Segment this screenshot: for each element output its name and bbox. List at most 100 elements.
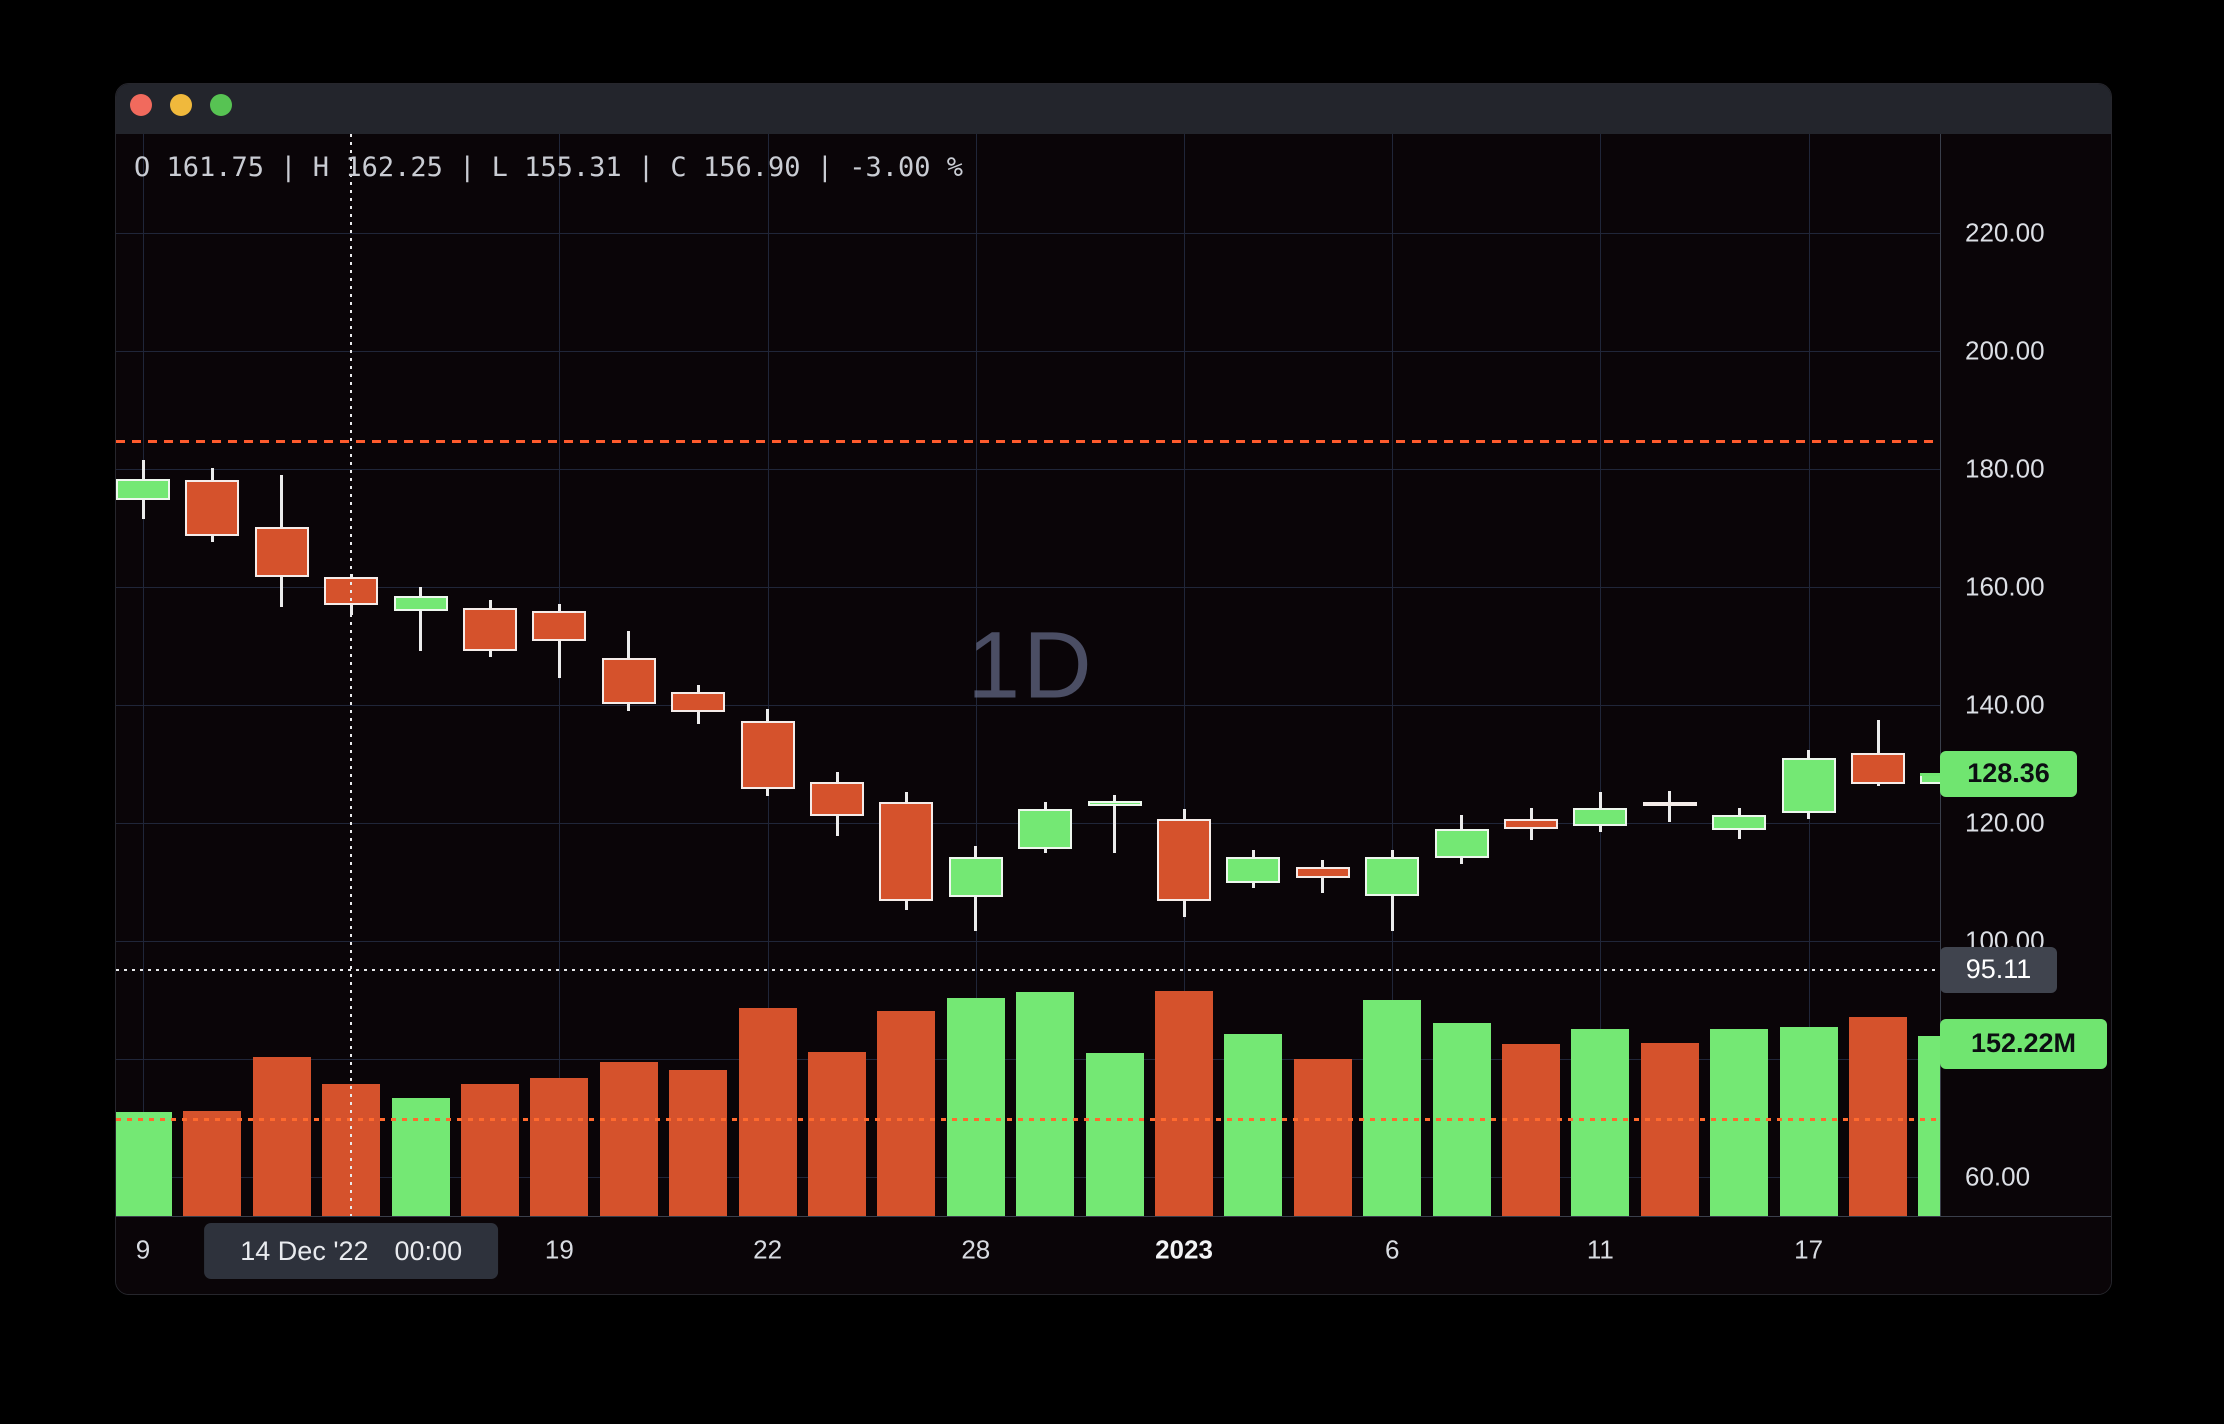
price-axis-label: 120.00 [1965, 807, 2045, 838]
gridline-horizontal [116, 351, 1940, 352]
time-axis-label: 22 [753, 1234, 783, 1265]
price-axis[interactable]: 220.00 200.00 180.00 160.00 140.00 120.00 100.… [1940, 134, 2111, 1216]
gridline-vertical [975, 134, 977, 1216]
chart-app-window: O 161.75 | H 162.25 | L 155.31 | C 156.9… [115, 83, 2112, 1295]
interval-watermark: 1D [967, 612, 1095, 719]
candle-up [1226, 857, 1281, 883]
price-axis-label: 220.00 [1965, 217, 2045, 248]
candle-down [1157, 818, 1211, 902]
time-axis[interactable]: 9 19 22 28 2023 6 11 17 14 Dec '22 00:00 [116, 1216, 2111, 1294]
time-axis-label: 17 [1794, 1234, 1824, 1265]
volume-bar [877, 1011, 936, 1216]
candle-down [1851, 752, 1905, 785]
volume-bar [738, 1007, 797, 1216]
crosshair-price-badge: 95.11 [1940, 946, 2057, 993]
volume-value-badge: 152.22M [1940, 1018, 2107, 1069]
volume-bar [1640, 1043, 1699, 1216]
time-axis-label: 28 [961, 1234, 991, 1265]
candle-up [1712, 814, 1767, 831]
candle-down [879, 801, 934, 902]
candle-down [810, 781, 864, 816]
volume-bar [1849, 1017, 1907, 1216]
volume-bar [1224, 1033, 1283, 1216]
alert-price-line[interactable] [116, 440, 1940, 444]
volume-bar [946, 998, 1005, 1216]
price-axis-label: 200.00 [1965, 335, 2045, 366]
candle-wick [419, 587, 423, 652]
volume-bar [116, 1111, 172, 1216]
volume-bar [391, 1097, 450, 1216]
volume-bar [1918, 1035, 1940, 1216]
crosshair-date-label: 14 Dec '22 [240, 1235, 369, 1266]
volume-bar [599, 1062, 658, 1216]
chart-plot-area[interactable]: 1D [116, 134, 1940, 1216]
volume-bar [1293, 1058, 1352, 1216]
time-axis-label: 2023 [1155, 1234, 1213, 1265]
gridline-vertical [1184, 134, 1185, 1216]
volume-bar [183, 1110, 242, 1216]
candle-down [1295, 867, 1350, 879]
crosshair-time-label: 00:00 [394, 1235, 463, 1266]
candle-down [254, 527, 309, 577]
volume-bar [530, 1077, 589, 1216]
time-axis-label: 19 [544, 1234, 574, 1265]
crosshair-time-badge: 14 Dec '22 00:00 [204, 1223, 499, 1279]
time-axis-label: 11 [1586, 1234, 1614, 1265]
candle-up [1781, 758, 1836, 813]
price-axis-label: 160.00 [1965, 571, 2045, 602]
candle-down [601, 658, 656, 704]
candle-up [948, 857, 1003, 897]
candle-up [1087, 800, 1142, 806]
volume-bar [1155, 991, 1213, 1216]
time-axis-label: 9 [135, 1234, 151, 1265]
gridline-horizontal [116, 587, 1940, 588]
candle-up [1434, 828, 1489, 859]
volume-bar [461, 1083, 519, 1216]
minimize-window-icon[interactable] [170, 94, 192, 116]
crosshair-vertical-line [350, 134, 353, 1216]
candle-wick [1668, 790, 1672, 822]
candle-down [671, 692, 726, 713]
volume-bar [669, 1070, 728, 1216]
volume-bar [1016, 992, 1075, 1216]
volume-bar [1502, 1044, 1560, 1216]
window-titlebar[interactable] [116, 84, 2111, 134]
candle-up [1018, 808, 1073, 849]
price-axis-label: 140.00 [1965, 689, 2045, 720]
gridline-horizontal [116, 941, 1940, 942]
candle-wick [1113, 794, 1117, 854]
close-window-icon[interactable] [130, 94, 152, 116]
gridline-horizontal [116, 705, 1940, 706]
gridline-vertical [143, 134, 144, 1216]
volume-bar [1710, 1029, 1769, 1216]
volume-bar [808, 1051, 866, 1216]
volume-bar [1085, 1052, 1144, 1216]
candle-down [185, 480, 240, 536]
candle-down [1642, 801, 1697, 806]
volume-bar [1571, 1029, 1630, 1216]
candle-down [463, 608, 517, 652]
volume-dotted-line [116, 1117, 1940, 1121]
candle-up [393, 595, 448, 612]
volume-bar [1363, 999, 1422, 1216]
price-axis-label: 180.00 [1965, 453, 2045, 484]
gridline-horizontal [116, 233, 1940, 234]
volume-bar [252, 1057, 311, 1216]
gridline-horizontal [116, 469, 1940, 470]
candle-down [532, 611, 587, 642]
crosshair-horizontal-line [116, 968, 1940, 971]
gridline-vertical [767, 134, 769, 1216]
candle-up [1365, 857, 1420, 896]
gridline-vertical [1808, 134, 1810, 1216]
zoom-window-icon[interactable] [210, 94, 232, 116]
gridline-vertical [1600, 134, 1602, 1216]
last-price-badge: 128.36 [1940, 750, 2077, 797]
time-axis-label: 6 [1384, 1234, 1400, 1265]
volume-bar [1779, 1026, 1838, 1216]
last-price-tick-line [1920, 772, 1940, 776]
candle-down [740, 720, 795, 789]
price-axis-label: 60.00 [1965, 1161, 2031, 1192]
ohlc-readout: O 161.75 | H 162.25 | L 155.31 | C 156.9… [134, 152, 964, 183]
candle-down [1504, 818, 1558, 829]
